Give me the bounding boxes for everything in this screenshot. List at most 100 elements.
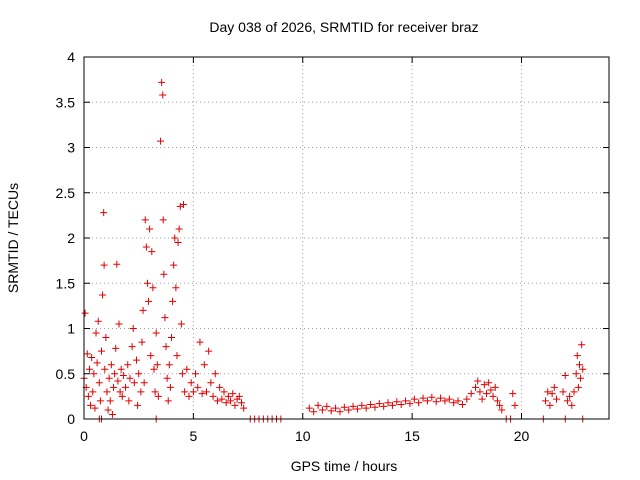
data-point bbox=[314, 401, 322, 409]
data-point bbox=[388, 401, 396, 409]
data-point bbox=[164, 397, 172, 405]
data-point bbox=[157, 137, 165, 145]
data-point bbox=[498, 406, 506, 414]
data-point bbox=[161, 314, 169, 322]
data-point bbox=[397, 401, 405, 409]
data-point bbox=[574, 383, 582, 391]
data-point bbox=[572, 370, 580, 378]
data-point bbox=[178, 370, 186, 378]
data-point bbox=[116, 388, 124, 396]
x-axis-label: GPS time / hours bbox=[291, 458, 398, 474]
data-point bbox=[89, 388, 97, 396]
data-point bbox=[180, 201, 188, 209]
y-tick-label: 0.5 bbox=[56, 366, 76, 382]
y-tick-label: 3.5 bbox=[56, 94, 76, 110]
data-point bbox=[88, 353, 96, 361]
data-point bbox=[102, 334, 110, 342]
data-point bbox=[393, 398, 401, 406]
data-point bbox=[174, 239, 182, 247]
data-point bbox=[87, 401, 95, 409]
data-point bbox=[323, 402, 331, 410]
data-point bbox=[139, 306, 147, 314]
data-point bbox=[550, 383, 558, 391]
data-points bbox=[80, 78, 587, 423]
data-point bbox=[107, 361, 115, 369]
y-tick-label: 2.5 bbox=[56, 185, 76, 201]
data-point bbox=[146, 225, 154, 233]
data-point bbox=[101, 365, 109, 373]
data-point bbox=[423, 397, 431, 405]
data-point bbox=[140, 379, 148, 387]
data-point bbox=[100, 209, 108, 217]
data-point bbox=[141, 216, 149, 224]
data-point bbox=[542, 397, 550, 405]
data-point bbox=[119, 372, 127, 380]
data-point bbox=[450, 399, 458, 407]
data-point bbox=[371, 403, 379, 411]
data-point bbox=[375, 400, 383, 408]
data-point bbox=[124, 361, 132, 369]
data-point bbox=[553, 395, 560, 403]
data-point bbox=[159, 91, 167, 99]
data-point bbox=[105, 374, 113, 382]
data-point bbox=[111, 370, 119, 378]
data-point bbox=[149, 284, 157, 292]
data-point bbox=[203, 388, 210, 396]
data-point bbox=[98, 347, 105, 355]
data-point bbox=[489, 392, 497, 400]
x-tick-label: 0 bbox=[80, 428, 88, 444]
data-point bbox=[183, 365, 191, 373]
data-point bbox=[575, 361, 583, 369]
plot-frame bbox=[83, 56, 610, 420]
y-tick-label: 1 bbox=[67, 321, 75, 337]
data-point bbox=[175, 225, 183, 233]
data-point bbox=[170, 261, 178, 269]
data-point bbox=[229, 390, 237, 398]
data-point bbox=[349, 402, 357, 410]
data-point bbox=[115, 320, 123, 328]
data-point bbox=[384, 399, 392, 407]
x-tick-label: 10 bbox=[295, 428, 311, 444]
data-point bbox=[480, 381, 488, 389]
data-point bbox=[478, 395, 486, 403]
data-point bbox=[220, 388, 228, 396]
data-point bbox=[509, 390, 517, 398]
data-point bbox=[402, 397, 410, 405]
x-tick-label: 5 bbox=[189, 428, 197, 444]
data-point bbox=[192, 370, 200, 378]
data-point bbox=[305, 404, 313, 412]
data-point bbox=[145, 297, 153, 305]
data-point bbox=[467, 390, 475, 398]
data-point bbox=[95, 379, 103, 387]
data-point bbox=[340, 403, 348, 411]
data-point bbox=[134, 401, 142, 409]
y-tick-label: 2 bbox=[67, 230, 75, 246]
data-point bbox=[171, 234, 179, 242]
data-point bbox=[406, 400, 414, 408]
data-point bbox=[496, 401, 504, 409]
y-tick-label: 0 bbox=[67, 411, 75, 427]
data-point bbox=[113, 260, 121, 268]
data-point bbox=[160, 270, 168, 278]
data-point bbox=[548, 390, 556, 398]
data-point bbox=[110, 383, 118, 391]
data-point bbox=[205, 347, 213, 355]
data-point bbox=[200, 361, 208, 369]
data-point bbox=[345, 406, 353, 414]
data-point bbox=[487, 386, 495, 394]
data-point bbox=[83, 350, 91, 358]
data-point bbox=[153, 361, 161, 369]
data-point bbox=[163, 374, 171, 382]
data-point bbox=[362, 404, 370, 412]
data-point bbox=[130, 379, 138, 387]
y-axis-label: SRMTID / TECUs bbox=[5, 183, 21, 293]
data-point bbox=[367, 401, 375, 409]
data-point bbox=[126, 374, 134, 382]
data-point bbox=[336, 408, 344, 416]
data-point bbox=[218, 395, 226, 403]
data-point bbox=[410, 395, 418, 403]
data-point bbox=[544, 388, 552, 396]
data-point bbox=[165, 361, 173, 369]
data-point bbox=[198, 390, 206, 398]
data-point bbox=[177, 320, 185, 328]
